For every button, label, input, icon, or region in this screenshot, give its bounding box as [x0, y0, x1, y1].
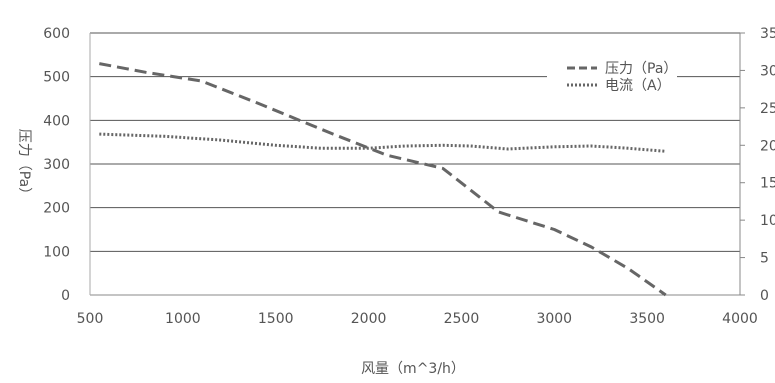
- x-tick-label-6: 3500: [629, 311, 665, 327]
- y-tick-label-2: 200: [43, 201, 70, 217]
- y2-tick-label-1: 5: [760, 251, 769, 267]
- y-tick-label-1: 100: [43, 244, 70, 260]
- y2-tick-label-0: 0: [760, 288, 769, 304]
- grid: [90, 32, 740, 252]
- series-layer: [99, 62, 667, 297]
- x-tick-label-3: 2000: [351, 311, 387, 327]
- x-tick-label-4: 2500: [444, 311, 480, 327]
- y-axis-title: 压力（Pa）: [16, 129, 32, 201]
- y-tick-label-6: 600: [43, 26, 70, 42]
- x-tick-label-1: 1000: [165, 311, 201, 327]
- y2-tick-label-3: 15: [760, 176, 775, 192]
- axes: 500 1000 1500 2000 2500 3000 3500 4000010020030…: [43, 26, 775, 327]
- x-tick-label-7: 4000: [722, 311, 758, 327]
- legend-background: [547, 58, 677, 100]
- series-line-0: [99, 62, 667, 297]
- y-tick-label-5: 500: [43, 70, 70, 86]
- x-tick-label-0: 500: [77, 311, 104, 327]
- y2-tick-label-5: 25: [760, 101, 775, 117]
- series-line-1: [99, 132, 666, 153]
- x-tick-label-5: 3000: [536, 311, 572, 327]
- x-tick-label-2: 1500: [258, 311, 294, 327]
- y-tick-label-0: 0: [61, 288, 70, 304]
- y2-tick-label-6: 30: [760, 63, 775, 79]
- legend: 压力（Pa）电流（A）: [547, 58, 677, 100]
- legend-label-0: 压力（Pa）: [605, 61, 677, 77]
- y-tick-label-3: 300: [43, 157, 70, 173]
- y2-tick-label-2: 10: [760, 213, 775, 229]
- y2-tick-label-7: 35: [760, 26, 775, 42]
- y-tick-label-4: 400: [43, 113, 70, 129]
- y2-tick-label-4: 20: [760, 138, 775, 154]
- x-axis-title: 风量（m^3/h）: [361, 361, 465, 377]
- legend-label-1: 电流（A）: [605, 78, 671, 94]
